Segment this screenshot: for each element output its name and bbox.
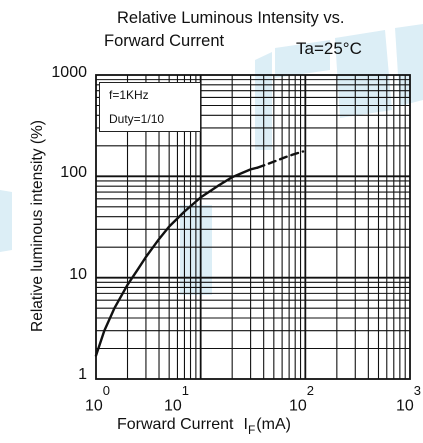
series-line-solid [94,166,259,357]
x-tick-label: 102 [289,383,314,415]
legend-entry-frequency: f=1KHz [109,88,149,102]
series-lines [94,150,305,357]
x-tick-label: 103 [396,383,421,415]
y-tick-label: 100 [60,164,87,181]
x-tick-base: 10 [85,397,103,415]
x-tick-label: 101 [164,383,189,415]
x-tick-exponent: 0 [102,383,111,398]
plot-frame [95,74,411,380]
x-tick-base: 10 [289,397,307,415]
x-tick-exponent: 2 [306,383,315,398]
y-tick-label: 1 [78,366,87,383]
series-line-dashed [256,150,305,169]
x-axis-unit: (mA) [256,416,291,433]
legend: f=1KHz Duty=1/10 [99,82,201,132]
y-tick-label: 1000 [51,64,87,81]
temperature-condition: Ta=25°C [296,39,362,58]
y-tick-label: 10 [69,266,87,283]
x-tick-label: 100 [85,383,110,415]
x-tick-base: 10 [396,397,414,415]
x-axis-label-text: Forward Current [117,416,234,433]
chart-title-line-2: Forward Current [104,32,225,50]
x-axis-symbol: I [243,416,248,433]
chart-title: Relative Luminous Intensity vs. [117,9,345,27]
x-tick-base: 10 [164,397,182,415]
x-axis-label: Forward Current IF(mA) [117,416,291,437]
legend-entry-duty: Duty=1/10 [109,112,165,126]
x-tick-exponent: 3 [413,383,422,398]
x-tick-exponent: 1 [181,383,190,398]
x-axis-symbol-subscript: F [247,423,256,437]
